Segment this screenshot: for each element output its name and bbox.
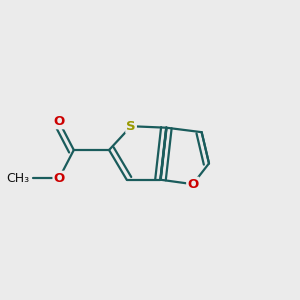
Text: CH₃: CH₃ [7, 172, 30, 185]
Text: O: O [53, 172, 65, 185]
Text: O: O [53, 115, 65, 128]
Text: O: O [187, 178, 198, 191]
Text: S: S [126, 120, 136, 133]
